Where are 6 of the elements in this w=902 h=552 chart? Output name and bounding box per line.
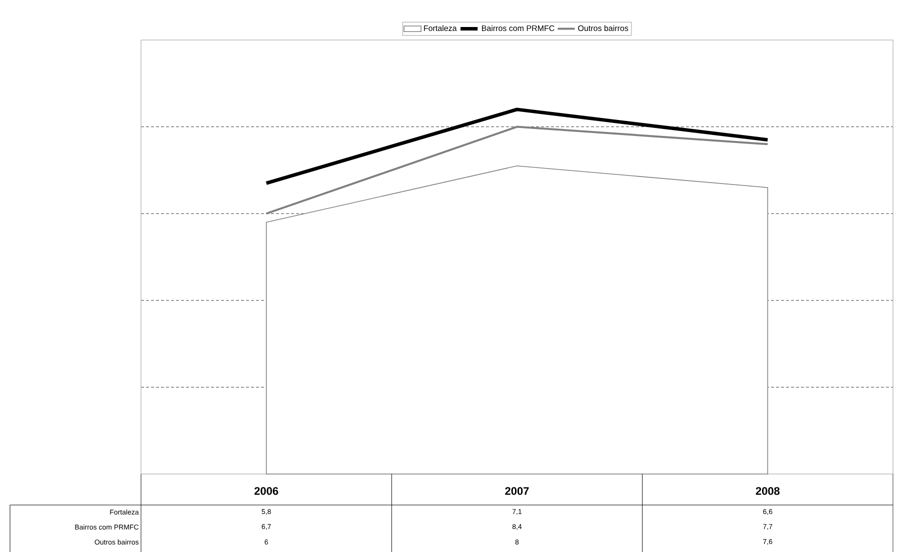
x-tick-label: 2006 — [254, 487, 278, 495]
legend-label: Fortaleza — [424, 25, 457, 32]
x-tick-label: 2007 — [505, 487, 529, 495]
legend-label: Outros bairros — [578, 25, 628, 32]
legend-label: Bairros com PRMFC — [482, 25, 554, 32]
x-tick-label: 2008 — [756, 487, 780, 495]
